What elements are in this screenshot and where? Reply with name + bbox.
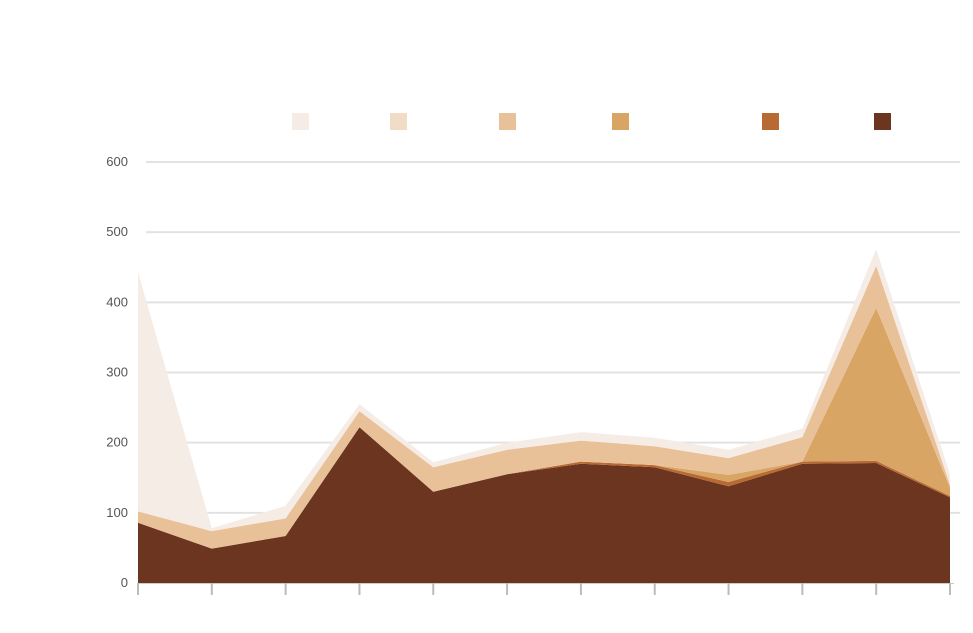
legend-swatch-2 xyxy=(499,112,516,130)
area-series-0 xyxy=(138,427,950,583)
y-tick-label-5: 500 xyxy=(106,224,128,239)
legend-item-1 xyxy=(390,110,415,132)
y-tick-label-0: 0 xyxy=(121,575,128,590)
legend-swatch-4 xyxy=(762,112,779,130)
area-layers xyxy=(138,249,950,583)
area-series-2 xyxy=(138,307,950,549)
legend-item-4 xyxy=(762,110,787,132)
y-tick-label-1: 100 xyxy=(106,505,128,520)
legend-item-3 xyxy=(612,110,637,132)
y-tick-label-2: 200 xyxy=(106,435,128,450)
y-tick-label-6: 600 xyxy=(106,154,128,169)
legend-swatch-3 xyxy=(612,112,629,130)
y-tick-label-3: 300 xyxy=(106,365,128,380)
x-axis xyxy=(137,583,954,595)
axis-labels: 0 100 200 300 400 500 600 xyxy=(106,154,128,590)
legend-item-0 xyxy=(292,110,317,132)
chart-legend xyxy=(292,110,952,132)
legend-item-2 xyxy=(499,110,524,132)
legend-swatch-5 xyxy=(874,112,891,130)
legend-swatch-1 xyxy=(390,112,407,130)
y-tick-label-4: 400 xyxy=(106,294,128,309)
area-series-5 xyxy=(138,249,950,532)
area-series-3 xyxy=(138,265,950,549)
legend-item-5 xyxy=(874,110,899,132)
legend-swatch-0 xyxy=(292,112,309,130)
